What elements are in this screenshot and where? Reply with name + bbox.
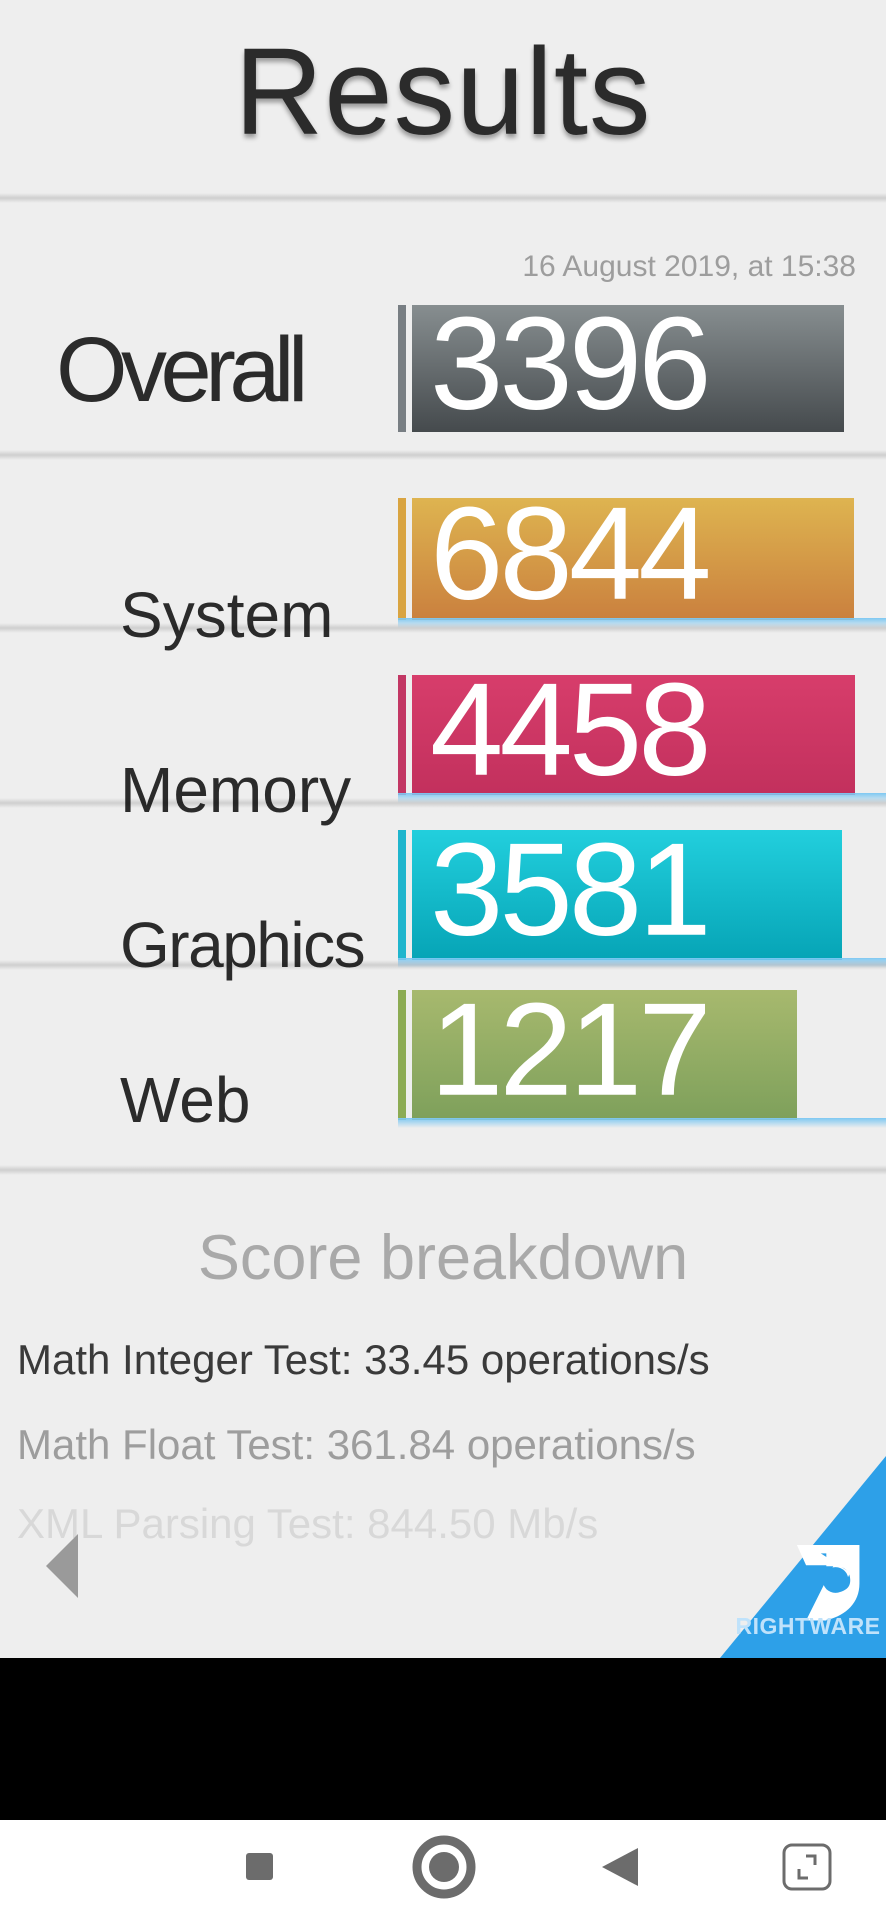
svg-text:RIGHTWARE: RIGHTWARE xyxy=(735,1613,880,1639)
